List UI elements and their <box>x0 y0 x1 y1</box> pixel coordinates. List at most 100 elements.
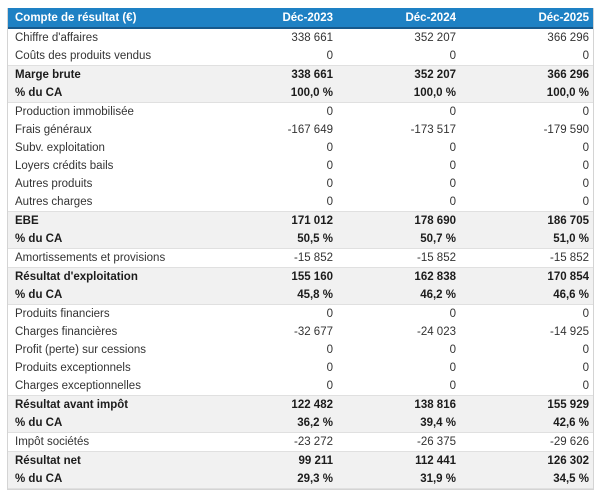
row-value: 0 <box>460 359 593 377</box>
row-value: 99 211 <box>214 451 337 470</box>
row-value: 100,0 % <box>337 84 460 103</box>
table-row: % du CA 50,5 % 50,7 % 51,0 % <box>8 230 593 249</box>
row-value: -15 852 <box>460 248 593 268</box>
row-value: 100,0 % <box>214 84 337 103</box>
row-value: 0 <box>214 359 337 377</box>
row-value: -167 649 <box>214 121 337 139</box>
row-value: 0 <box>337 359 460 377</box>
table-row: Autres produits 0 0 0 <box>8 175 593 193</box>
row-value: 45,8 % <box>214 286 337 305</box>
table-row: Résultat avant impôt 122 482 138 816 155 92… <box>8 395 593 414</box>
row-value: 162 838 <box>337 267 460 286</box>
row-value: 29,3 % <box>214 470 337 489</box>
row-value: -23 272 <box>214 432 337 452</box>
row-value: 0 <box>337 304 460 323</box>
row-label: Autres charges <box>8 193 214 212</box>
row-value: 352 207 <box>337 28 460 47</box>
table-row: Production immobilisée 0 0 0 <box>8 102 593 121</box>
table-row: Produits exceptionnels 0 0 0 <box>8 359 593 377</box>
row-label: Profit (perte) sur cessions <box>8 341 214 359</box>
row-value: 0 <box>214 341 337 359</box>
col-header-dec-2023: Déc-2023 <box>214 8 337 29</box>
row-value: 0 <box>337 175 460 193</box>
table-row: Profit (perte) sur cessions 0 0 0 <box>8 341 593 359</box>
row-value: 0 <box>214 102 337 121</box>
row-value: 46,6 % <box>460 286 593 305</box>
table-row: EBE 171 012 178 690 186 705 <box>8 211 593 230</box>
row-value: 51,0 % <box>460 230 593 249</box>
row-value: 0 <box>337 47 460 66</box>
table-row: Autres charges 0 0 0 <box>8 193 593 212</box>
row-value: 0 <box>460 47 593 66</box>
row-value: 0 <box>214 139 337 157</box>
row-value: 0 <box>337 193 460 212</box>
row-value: 0 <box>214 377 337 396</box>
row-label: Marge brute <box>8 65 214 84</box>
table-row: Coûts des produits vendus 0 0 0 <box>8 47 593 66</box>
row-label: Résultat net <box>8 451 214 470</box>
row-value: -32 677 <box>214 323 337 341</box>
row-value: 0 <box>337 102 460 121</box>
row-label: % du CA <box>8 414 214 433</box>
row-label: % du CA <box>8 84 214 103</box>
col-header-dec-2024: Déc-2024 <box>337 8 460 29</box>
table-row: % du CA 100,0 % 100,0 % 100,0 % <box>8 84 593 103</box>
row-value: 0 <box>337 377 460 396</box>
row-value: 0 <box>214 193 337 212</box>
row-label: Charges exceptionnelles <box>8 377 214 396</box>
row-label: % du CA <box>8 470 214 489</box>
row-value: 366 296 <box>460 65 593 84</box>
row-label: Autres produits <box>8 175 214 193</box>
row-label: Produits financiers <box>8 304 214 323</box>
row-label: Frais généraux <box>8 121 214 139</box>
table-row: % du CA 36,2 % 39,4 % 42,6 % <box>8 414 593 433</box>
row-value: 338 661 <box>214 65 337 84</box>
row-label: EBE <box>8 211 214 230</box>
row-value: 155 160 <box>214 267 337 286</box>
row-value: 178 690 <box>337 211 460 230</box>
row-value: 186 705 <box>460 211 593 230</box>
row-value: -15 852 <box>214 248 337 268</box>
table-row: % du CA 29,3 % 31,9 % 34,5 % <box>8 470 593 489</box>
row-label: Coûts des produits vendus <box>8 47 214 66</box>
row-value: 170 854 <box>460 267 593 286</box>
row-value: 0 <box>337 139 460 157</box>
row-value: 34,5 % <box>460 470 593 489</box>
row-value: 138 816 <box>337 395 460 414</box>
row-label: Chiffre d'affaires <box>8 28 214 47</box>
row-value: 50,7 % <box>337 230 460 249</box>
table-row: Impôt sociétés -23 272 -26 375 -29 626 <box>8 432 593 452</box>
row-label: Production immobilisée <box>8 102 214 121</box>
table-row: Résultat d'exploitation 155 160 162 838 170… <box>8 267 593 286</box>
table-row: Subv. exploitation 0 0 0 <box>8 139 593 157</box>
table-row: Marge brute 338 661 352 207 366 296 <box>8 65 593 84</box>
row-value: 0 <box>460 139 593 157</box>
row-value: -14 925 <box>460 323 593 341</box>
col-header-dec-2025: Déc-2025 <box>460 8 593 29</box>
row-label: Subv. exploitation <box>8 139 214 157</box>
income-statement-grid: Compte de résultat (€) Déc-2023 Déc-2024… <box>8 8 593 489</box>
row-value: 0 <box>214 304 337 323</box>
row-value: 50,5 % <box>214 230 337 249</box>
row-value: -179 590 <box>460 121 593 139</box>
row-label: Résultat avant impôt <box>8 395 214 414</box>
row-value: 122 482 <box>214 395 337 414</box>
row-value: 42,6 % <box>460 414 593 433</box>
row-value: -173 517 <box>337 121 460 139</box>
table-row: Charges financières -32 677 -24 023 -14 925 <box>8 323 593 341</box>
table-body: Chiffre d'affaires 338 661 352 207 366 296 C… <box>8 28 593 489</box>
row-label: Produits exceptionnels <box>8 359 214 377</box>
row-label: Loyers crédits bails <box>8 157 214 175</box>
row-value: 366 296 <box>460 28 593 47</box>
row-value: 36,2 % <box>214 414 337 433</box>
table-row: Loyers crédits bails 0 0 0 <box>8 157 593 175</box>
table-title: Compte de résultat (€) <box>8 8 214 29</box>
row-value: 100,0 % <box>460 84 593 103</box>
row-label: Charges financières <box>8 323 214 341</box>
row-value: 0 <box>214 175 337 193</box>
row-value: 39,4 % <box>337 414 460 433</box>
row-value: 352 207 <box>337 65 460 84</box>
row-label: Amortissements et provisions <box>8 248 214 268</box>
row-value: 0 <box>460 157 593 175</box>
row-value: 0 <box>337 157 460 175</box>
